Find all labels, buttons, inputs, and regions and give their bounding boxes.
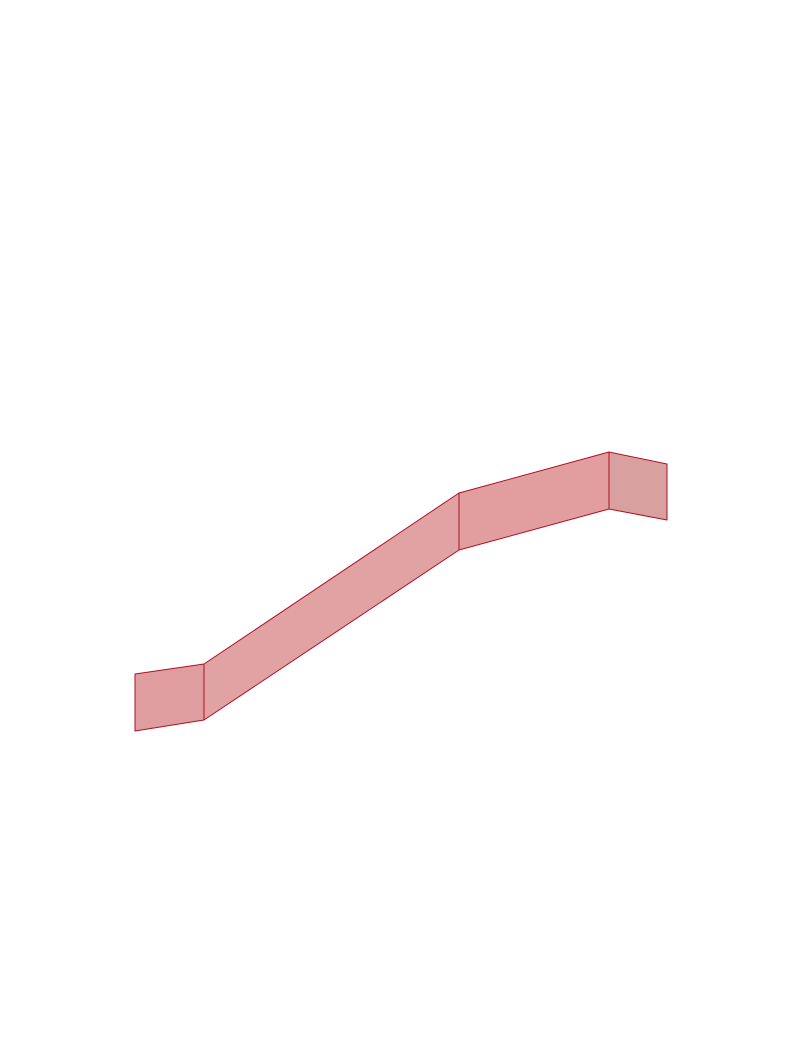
- strip-panel-1: [134, 663, 205, 732]
- strip-panel-4: [608, 451, 668, 521]
- strip-panel-3: [458, 451, 610, 551]
- strip-panel-2: [203, 492, 460, 721]
